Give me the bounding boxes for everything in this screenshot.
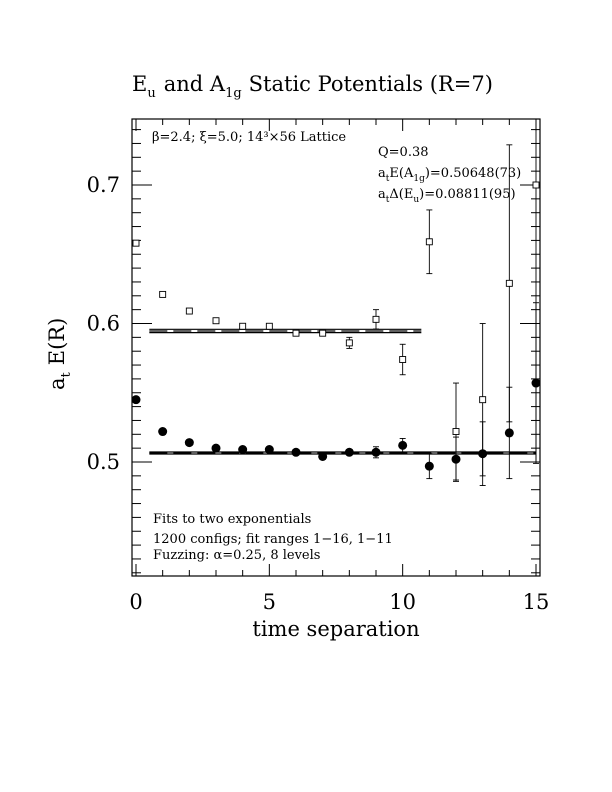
a1g-point bbox=[344, 447, 354, 457]
eu-point bbox=[425, 238, 433, 246]
eu-point bbox=[185, 307, 193, 315]
a1g-point bbox=[158, 427, 168, 437]
eu-point bbox=[505, 279, 513, 287]
y-tick-label: 0.7 bbox=[87, 173, 120, 197]
a1g-point bbox=[504, 428, 514, 438]
y-tick-label: 0.5 bbox=[87, 450, 120, 474]
eu-point bbox=[239, 322, 247, 330]
eu-point bbox=[479, 396, 487, 404]
eu-point bbox=[159, 290, 167, 298]
eu-point bbox=[452, 428, 460, 435]
q-annotation: Q=0.38 bbox=[378, 145, 429, 160]
fuzzing-note: Fuzzing: α=0.25, 8 levels bbox=[153, 548, 320, 563]
eu-point bbox=[532, 181, 540, 189]
a1g-point bbox=[398, 440, 408, 450]
eu-point bbox=[319, 329, 327, 337]
a1g-point bbox=[291, 447, 301, 457]
fit-eu-annotation: atΔ(Eu)=0.08811(95) bbox=[378, 187, 516, 205]
chart-title: Eu and A1g Static Potentials (R=7) bbox=[132, 72, 493, 101]
y-axis-label: atE(R) bbox=[45, 318, 74, 390]
fit-a1g-annotation: atE(A1g)=0.50648(73) bbox=[378, 166, 521, 184]
a1g-point bbox=[238, 445, 248, 455]
x-axis-label: time separation bbox=[252, 617, 419, 641]
a1g-point bbox=[184, 438, 194, 448]
eu-point bbox=[292, 329, 300, 337]
x-tick-label: 0 bbox=[129, 590, 142, 614]
x-tick-label: 5 bbox=[263, 590, 276, 614]
y-tick-label: 0.6 bbox=[87, 312, 120, 336]
eu-point bbox=[372, 315, 380, 323]
a1g-point bbox=[318, 451, 328, 461]
x-tick-label: 10 bbox=[389, 590, 416, 614]
a1g-point bbox=[264, 445, 274, 455]
configs-note: 1200 configs; fit ranges 1−16, 1−11 bbox=[153, 532, 393, 547]
eu-point bbox=[399, 356, 407, 363]
data-points bbox=[131, 119, 541, 486]
eu-point bbox=[132, 239, 140, 247]
a1g-point bbox=[131, 395, 141, 405]
fit-bands bbox=[149, 328, 536, 455]
x-tick-label: 15 bbox=[523, 590, 550, 614]
eu-point bbox=[212, 317, 220, 325]
eu-point bbox=[265, 322, 273, 330]
a1g-point bbox=[371, 447, 381, 457]
a1g-point bbox=[211, 443, 221, 453]
fit-method-note: Fits to two exponentials bbox=[153, 512, 311, 527]
eu-point bbox=[345, 339, 353, 347]
a1g-point bbox=[424, 461, 434, 471]
axis-ticks: 0 5 10 15 0.5 0.6 0.7 bbox=[87, 119, 550, 614]
lattice-annotation: β=2.4; ξ=5.0; 14³×56 Lattice bbox=[152, 130, 346, 145]
plot-frame bbox=[131, 118, 541, 577]
